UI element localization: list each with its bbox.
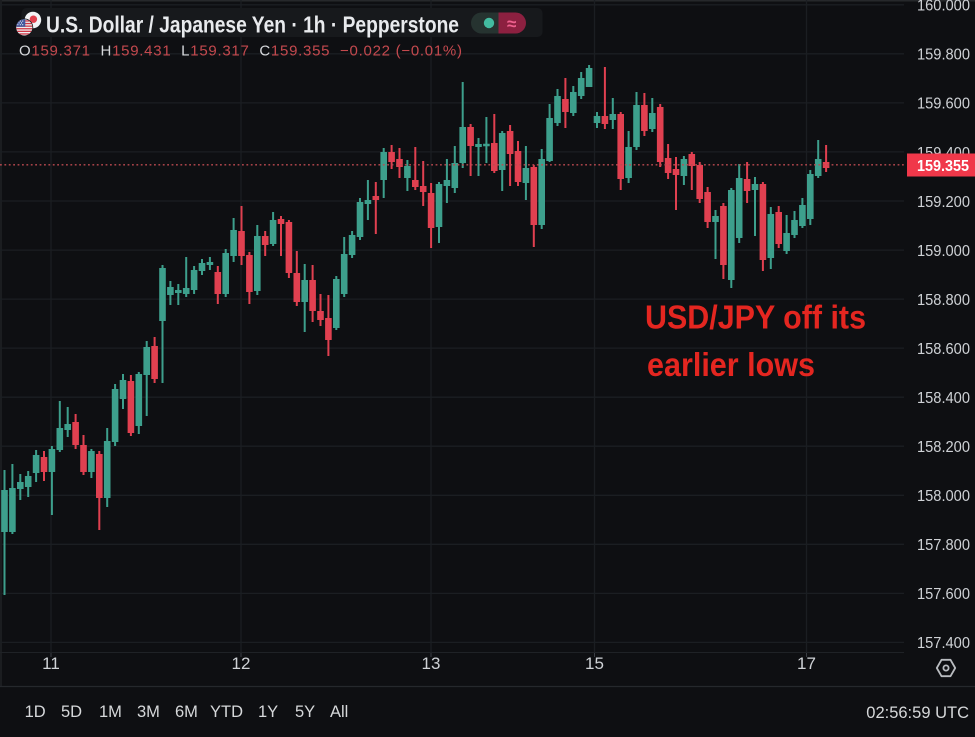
svg-text:158.200: 158.200	[917, 439, 970, 456]
svg-text:≈: ≈	[507, 15, 516, 34]
svg-text:159.800: 159.800	[917, 47, 970, 64]
svg-text:6M: 6M	[175, 703, 198, 721]
svg-text:17: 17	[797, 654, 816, 673]
svg-text:159.200: 159.200	[917, 194, 970, 211]
svg-text:159.000: 159.000	[917, 243, 970, 260]
svg-text:15: 15	[585, 654, 604, 673]
svg-text:1Y: 1Y	[258, 703, 278, 721]
svg-text:11: 11	[42, 654, 60, 673]
svg-text:13: 13	[422, 654, 441, 673]
svg-text:02:56:59 UTC: 02:56:59 UTC	[866, 704, 969, 722]
svg-text:157.400: 157.400	[917, 635, 970, 652]
svg-text:158.400: 158.400	[917, 390, 970, 407]
svg-text:12: 12	[232, 654, 251, 673]
svg-text:158.600: 158.600	[917, 341, 970, 358]
svg-text:1M: 1M	[99, 703, 122, 721]
svg-text:earlier lows: earlier lows	[647, 346, 815, 383]
svg-text:YTD: YTD	[210, 703, 243, 721]
svg-text:O159.371 H159.431 L159.317: O159.371 H159.431 L159.317 C159.355 −0.0…	[19, 43, 462, 60]
svg-text:U.S. Dollar / Japanese Yen · 1: U.S. Dollar / Japanese Yen · 1h · Pepper…	[46, 12, 459, 38]
svg-text:157.600: 157.600	[917, 586, 970, 603]
svg-text:All: All	[330, 703, 348, 721]
svg-text:1D: 1D	[25, 703, 46, 721]
svg-text:157.800: 157.800	[917, 537, 970, 554]
svg-text:159.600: 159.600	[917, 96, 970, 113]
svg-text:USD/JPY off its: USD/JPY off its	[645, 299, 866, 336]
svg-text:5Y: 5Y	[295, 703, 315, 721]
svg-text:3M: 3M	[137, 703, 160, 721]
svg-text:5D: 5D	[61, 703, 82, 721]
svg-text:159.355: 159.355	[917, 158, 969, 175]
svg-text:158.800: 158.800	[917, 292, 970, 309]
svg-text:160.000: 160.000	[917, 0, 970, 15]
svg-text:158.000: 158.000	[917, 488, 970, 505]
